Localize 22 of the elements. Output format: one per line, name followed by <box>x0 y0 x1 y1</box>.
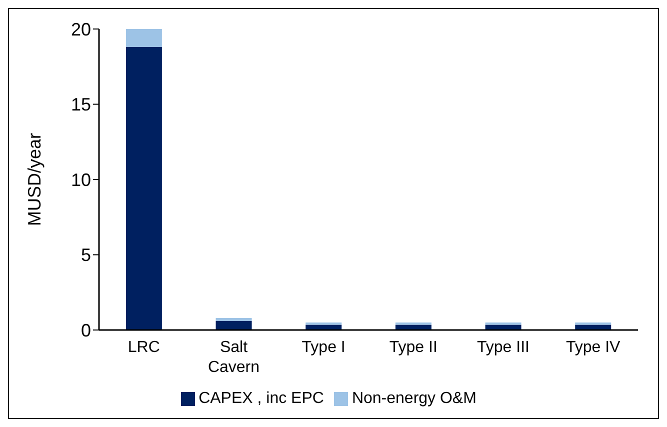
bar <box>485 324 522 330</box>
bar <box>216 318 252 321</box>
bar <box>306 324 342 330</box>
y-tick-label: 15 <box>70 94 91 115</box>
x-tick-label: Type I <box>302 339 346 356</box>
y-tick-label: 10 <box>70 170 91 190</box>
y-axis-title: MUSD/year <box>24 132 44 226</box>
bar <box>395 324 432 330</box>
x-tick-label: Type III <box>477 339 530 356</box>
bar <box>126 47 162 330</box>
x-tick-label: LRC <box>128 339 160 356</box>
x-tick-label: Salt Cavern <box>208 339 260 376</box>
bar <box>126 29 162 48</box>
x-tick-label: Type IV <box>566 339 621 356</box>
x-tick-label: Type II <box>389 339 438 356</box>
bar <box>216 320 252 330</box>
bar <box>575 324 612 330</box>
y-tick-label: 20 <box>70 19 91 40</box>
y-tick-label: 5 <box>80 245 91 266</box>
y-tick-label: 0 <box>80 320 91 340</box>
legend-label: Non-energy O&M <box>352 390 476 407</box>
legend-label: CAPEX , inc EPC <box>198 390 324 407</box>
